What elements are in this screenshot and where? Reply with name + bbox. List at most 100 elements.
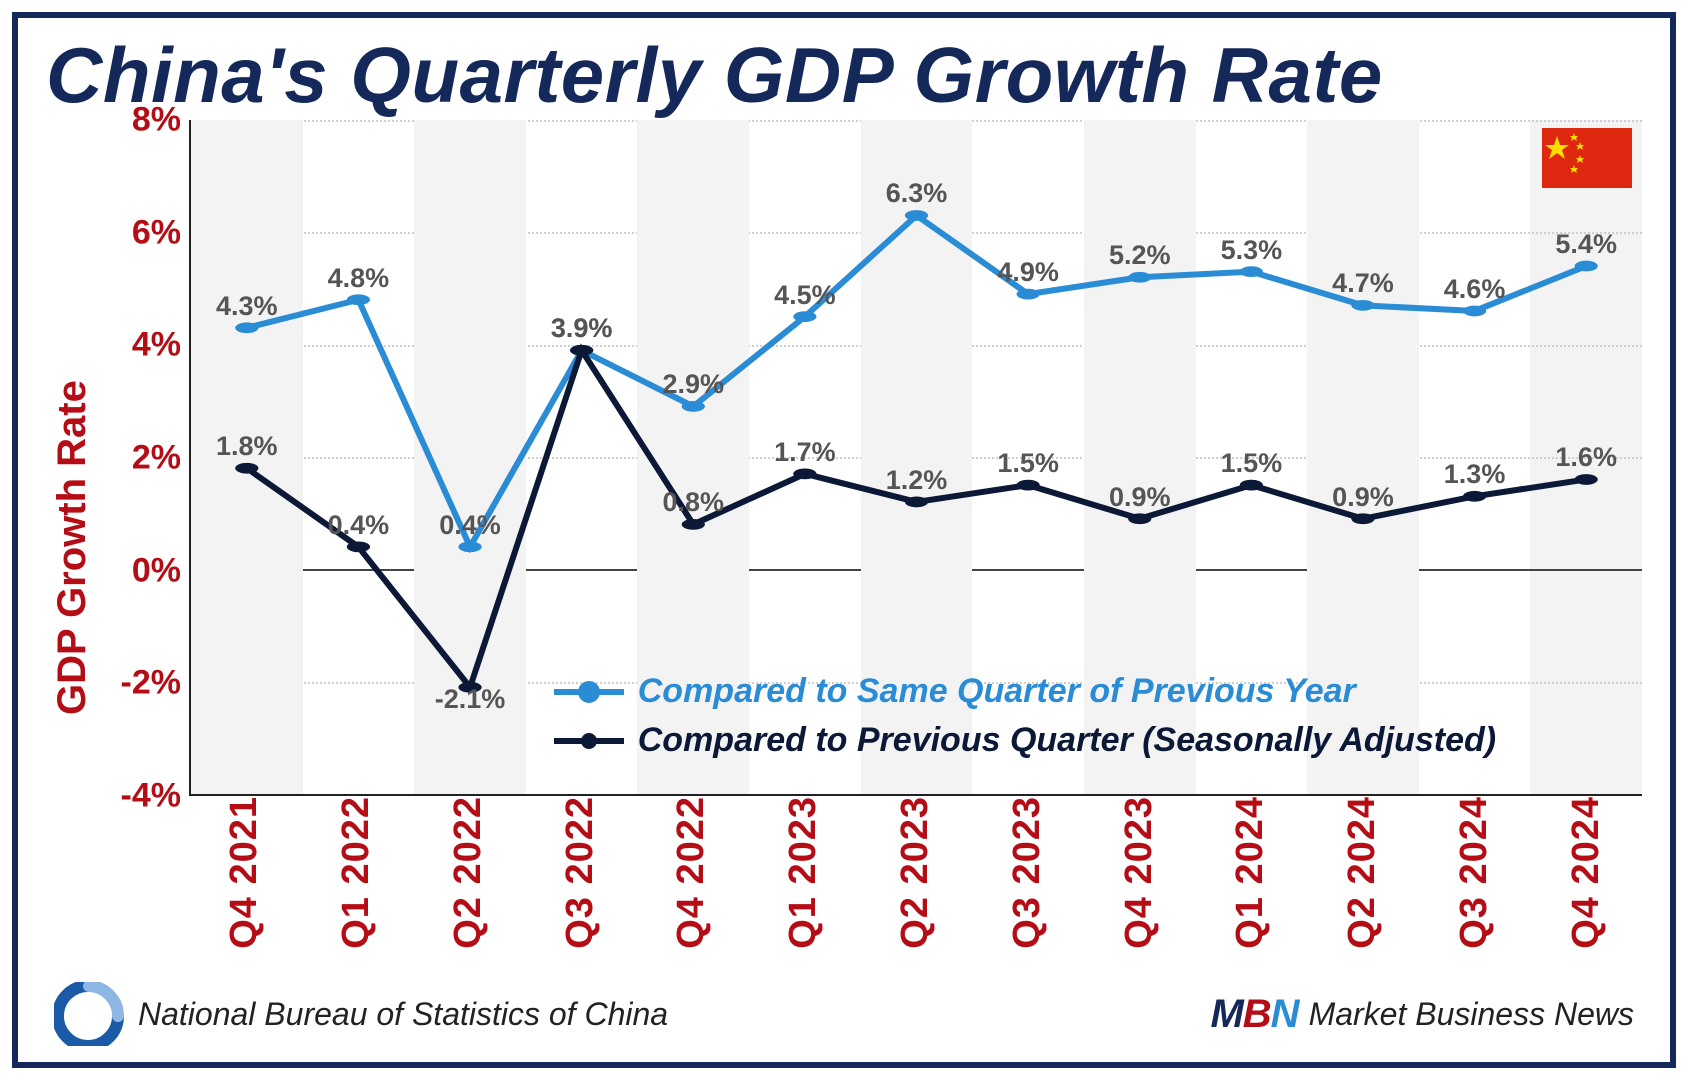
data-label: 0.4% <box>328 510 390 541</box>
series-marker-qoq <box>1463 491 1486 502</box>
data-label: 1.8% <box>216 431 278 462</box>
series-marker-qoq <box>905 497 928 508</box>
x-tick-label: Q4 2024 <box>1565 796 1608 949</box>
series-marker-qoq <box>793 468 816 479</box>
legend-item-yoy: Compared to Same Quarter of Previous Yea… <box>554 672 1496 711</box>
source-left: National Bureau of Statistics of China <box>54 982 668 1046</box>
series-marker-qoq <box>347 541 370 552</box>
data-label: 4.5% <box>774 280 836 311</box>
x-tick-label: Q4 2023 <box>1118 796 1161 949</box>
x-tick-label: Q2 2023 <box>894 796 937 949</box>
series-marker-yoy <box>1240 266 1263 277</box>
chart-card: China's Quarterly GDP Growth Rate GDP Gr… <box>12 12 1676 1068</box>
y-tick-label: -4% <box>121 777 181 816</box>
data-label: 1.2% <box>886 465 948 496</box>
data-label: 1.7% <box>774 437 836 468</box>
x-tick: Q2 2024 <box>1307 796 1419 976</box>
series-marker-yoy <box>1463 306 1486 317</box>
x-tick: Q4 2024 <box>1530 796 1642 976</box>
x-tick: Q4 2021 <box>189 796 301 976</box>
series-marker-qoq <box>1017 480 1040 491</box>
x-tick-label: Q2 2022 <box>447 796 490 949</box>
data-label: 1.5% <box>1221 448 1283 479</box>
data-label: 1.3% <box>1444 459 1506 490</box>
legend-label: Compared to Previous Quarter (Seasonally… <box>638 721 1496 760</box>
data-label: 4.8% <box>328 263 390 294</box>
series-marker-yoy <box>793 311 816 322</box>
data-label: 0.9% <box>1109 482 1171 513</box>
x-tick-label: Q3 2022 <box>559 796 602 949</box>
x-tick-label: Q4 2021 <box>223 796 266 949</box>
legend-label: Compared to Same Quarter of Previous Yea… <box>638 672 1356 711</box>
x-tick: Q2 2023 <box>860 796 972 976</box>
mbn-logo-icon: MBN <box>1210 992 1298 1037</box>
data-label: 5.4% <box>1555 229 1617 260</box>
y-axis: -4%-2%0%2%4%6%8% <box>99 120 189 796</box>
plot-row: -4%-2%0%2%4%6%8% <box>99 120 1642 796</box>
series-marker-qoq <box>1240 480 1263 491</box>
legend-item-qoq: Compared to Previous Quarter (Seasonally… <box>554 721 1496 760</box>
data-label: 4.7% <box>1332 268 1394 299</box>
x-tick-label: Q1 2022 <box>335 796 378 949</box>
y-tick-label: -2% <box>121 664 181 703</box>
plot-region: Compared to Same Quarter of Previous Yea… <box>189 120 1642 796</box>
y-tick-label: 4% <box>132 326 181 365</box>
series-marker-yoy <box>347 294 370 305</box>
x-tick-label: Q3 2023 <box>1006 796 1049 949</box>
nbs-logo-icon <box>54 982 124 1046</box>
source-right: MBN Market Business News <box>1210 992 1634 1037</box>
series-marker-yoy <box>1351 300 1374 311</box>
data-label: 6.3% <box>886 178 948 209</box>
legend-swatch-icon <box>554 689 624 695</box>
x-tick: Q4 2023 <box>1083 796 1195 976</box>
legend: Compared to Same Quarter of Previous Yea… <box>554 672 1496 760</box>
x-tick: Q2 2022 <box>413 796 525 976</box>
footer: National Bureau of Statistics of China M… <box>46 976 1642 1052</box>
series-marker-yoy <box>458 541 481 552</box>
data-label: 3.9% <box>551 313 613 344</box>
x-tick: Q4 2022 <box>636 796 748 976</box>
x-tick-label: Q2 2024 <box>1341 796 1384 949</box>
x-tick: Q3 2022 <box>524 796 636 976</box>
series-marker-qoq <box>235 463 258 474</box>
data-label: 4.9% <box>997 257 1059 288</box>
chart-title: China's Quarterly GDP Growth Rate <box>46 36 1642 114</box>
source-right-text: Market Business News <box>1309 996 1634 1033</box>
series-marker-qoq <box>570 345 593 356</box>
series-marker-qoq <box>1575 474 1598 485</box>
y-tick-label: 2% <box>132 439 181 478</box>
series-marker-yoy <box>682 401 705 412</box>
plot-column: -4%-2%0%2%4%6%8% <box>99 120 1642 976</box>
x-tick-label: Q3 2024 <box>1453 796 1496 949</box>
x-tick: Q1 2022 <box>301 796 413 976</box>
data-label: 5.3% <box>1221 235 1283 266</box>
data-label: 2.9% <box>662 369 724 400</box>
x-tick: Q3 2023 <box>971 796 1083 976</box>
x-tick: Q1 2023 <box>748 796 860 976</box>
series-marker-qoq <box>1351 513 1374 524</box>
series-marker-yoy <box>905 210 928 221</box>
series-marker-yoy <box>1575 261 1598 272</box>
data-label: 1.6% <box>1555 442 1617 473</box>
x-tick-label: Q4 2022 <box>670 796 713 949</box>
data-label: 4.6% <box>1444 274 1506 305</box>
data-label: 5.2% <box>1109 240 1171 271</box>
series-marker-qoq <box>682 519 705 530</box>
y-tick-label: 6% <box>132 213 181 252</box>
x-tick-label: Q1 2023 <box>782 796 825 949</box>
x-tick: Q3 2024 <box>1418 796 1530 976</box>
series-marker-yoy <box>1017 289 1040 300</box>
x-tick: Q1 2024 <box>1195 796 1307 976</box>
y-tick-label: 0% <box>132 551 181 590</box>
series-marker-qoq <box>1128 513 1151 524</box>
y-axis-label: GDP Growth Rate <box>46 120 99 976</box>
data-label: 0.9% <box>1332 482 1394 513</box>
data-label: 0.4% <box>439 510 501 541</box>
y-tick-label: 8% <box>132 101 181 140</box>
data-label: 1.5% <box>997 448 1059 479</box>
series-marker-yoy <box>1128 272 1151 283</box>
data-label: 4.3% <box>216 291 278 322</box>
data-label: 0.8% <box>662 487 724 518</box>
source-left-text: National Bureau of Statistics of China <box>138 996 668 1033</box>
legend-swatch-icon <box>554 738 624 744</box>
